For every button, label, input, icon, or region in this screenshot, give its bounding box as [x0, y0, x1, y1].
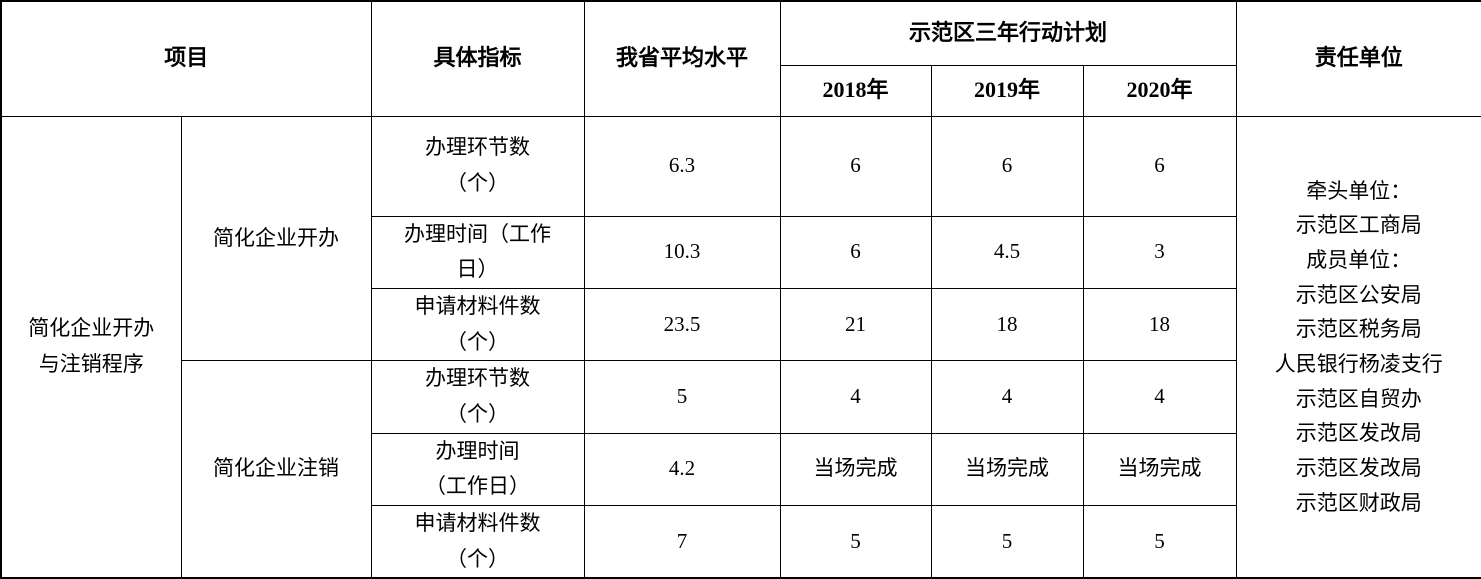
indicator-cell: 办理环节数 （个） [370, 115, 585, 217]
indicator-cell: 办理时间（工作 日） [370, 215, 585, 289]
group-name-cell: 简化企业开办 [180, 115, 372, 362]
header-year-2019: 2019年 [930, 64, 1084, 117]
table-row: 办理时间（工作 日） 10.3 6 4.5 3 [1, 215, 1481, 289]
year-2018-cell: 5 [779, 505, 932, 579]
year-2020-cell: 4 [1082, 360, 1237, 434]
year-2019-cell: 4.5 [930, 215, 1084, 289]
header-three-year-plan: 示范区三年行动计划 [779, 0, 1237, 66]
header-row-2: 2018年 2019年 2020年 [1, 64, 1481, 117]
header-row-1: 项目 具体指标 我省平均水平 示范区三年行动计划 责任单位 [0, 0, 1481, 117]
header-responsible-unit: 责任单位 [1235, 0, 1481, 117]
year-2020-cell: 6 [1082, 115, 1237, 217]
year-2018-cell: 当场完成 [779, 432, 932, 507]
year-2019-cell: 当场完成 [930, 432, 1084, 507]
year-2019-cell: 5 [930, 505, 1084, 579]
indicator-cell: 办理时间 （工作日） [370, 432, 585, 507]
header-province-average: 我省平均水平 [583, 0, 781, 117]
group-name-cell: 简化企业注销 [180, 360, 372, 579]
category-cell: 简化企业开办 与注销程序 [0, 115, 182, 579]
province-average-cell: 6.3 [583, 115, 781, 217]
year-2018-cell: 21 [779, 287, 932, 362]
province-average-cell: 10.3 [583, 215, 781, 289]
table-row: 办理时间 （工作日） 4.2 当场完成 当场完成 当场完成 [1, 432, 1481, 507]
year-2018-cell: 6 [779, 215, 932, 289]
year-2018-cell: 4 [779, 360, 932, 434]
header-year-2020: 2020年 [1082, 64, 1237, 117]
indicator-cell: 申请材料件数 （个） [370, 505, 585, 579]
province-average-cell: 5 [583, 360, 781, 434]
province-average-cell: 7 [583, 505, 781, 579]
year-2018-cell: 6 [779, 115, 932, 217]
responsible-unit-cell: 牵头单位： 示范区工商局 成员单位： 示范区公安局 示范区税务局 人民银行杨凌支… [1235, 115, 1481, 579]
province-average-cell: 23.5 [583, 287, 781, 362]
year-2020-cell: 当场完成 [1082, 432, 1237, 507]
indicator-cell: 申请材料件数 （个） [370, 287, 585, 362]
header-project: 项目 [0, 0, 372, 117]
header-specific-indicator: 具体指标 [370, 0, 585, 117]
indicator-cell: 办理环节数 （个） [370, 360, 585, 434]
year-2020-cell: 5 [1082, 505, 1237, 579]
year-2019-cell: 18 [930, 287, 1084, 362]
table-row: 简化企业注销 办理环节数 （个） 5 4 4 4 [1, 360, 1481, 579]
header-year-2018: 2018年 [779, 64, 932, 117]
year-2020-cell: 18 [1082, 287, 1237, 362]
year-2020-cell: 3 [1082, 215, 1237, 289]
year-2019-cell: 4 [930, 360, 1084, 434]
year-2019-cell: 6 [930, 115, 1084, 217]
province-average-cell: 4.2 [583, 432, 781, 507]
table-row: 申请材料件数 （个） 23.5 21 18 18 [1, 287, 1481, 362]
table-row: 简化企业开办 与注销程序 简化企业开办 办理环节数 （个） 6.3 6 6 6 … [0, 115, 1481, 579]
